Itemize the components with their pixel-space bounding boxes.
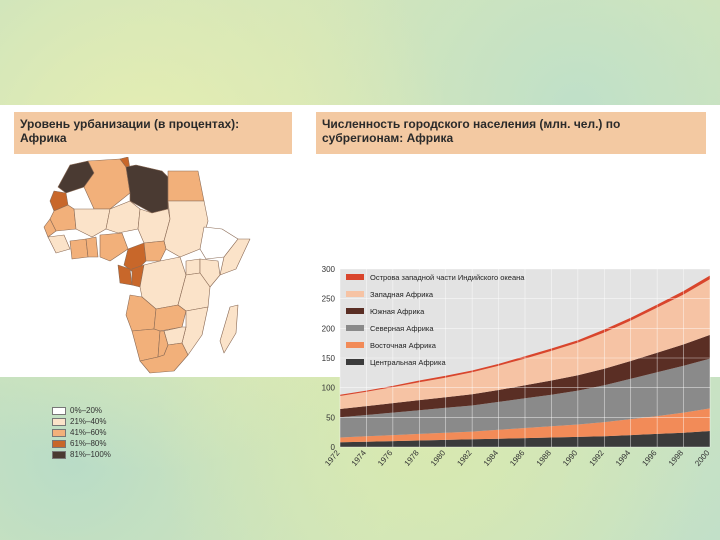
urban-population-chart: 0 50 100 150 200 250 300 1972 1974 1976 1978 1980 19… xyxy=(322,265,712,468)
x-tick-label: 1982 xyxy=(455,448,474,468)
region-mozambique xyxy=(181,306,209,356)
map-legend-item: 21%–40% xyxy=(52,416,111,427)
map-legend-label: 41%–60% xyxy=(70,428,107,437)
x-tick-label: 1980 xyxy=(429,448,448,468)
region-guinea xyxy=(47,234,71,254)
x-tick-label: 1994 xyxy=(614,448,633,468)
map-legend-label: 21%–40% xyxy=(70,417,107,426)
region-egypt xyxy=(167,170,205,202)
y-tick-label: 250 xyxy=(322,295,336,304)
map-legend-swatch xyxy=(52,406,66,415)
area-series xyxy=(340,408,710,443)
chart-title: Численность городского населения (млн. ч… xyxy=(316,112,706,154)
chart-legend-swatch xyxy=(346,359,364,365)
map-legend-label: 61%–80% xyxy=(70,439,107,448)
map-legend-label: 0%–20% xyxy=(70,406,103,415)
map-title: Уровень урбанизации (в процентах): Африк… xyxy=(14,112,292,154)
y-tick-label: 150 xyxy=(322,354,336,363)
x-tick-label: 1974 xyxy=(350,448,369,468)
y-tick-label: 300 xyxy=(322,265,336,274)
region-south-africa xyxy=(139,342,189,374)
map-legend-item: 41%–60% xyxy=(52,427,111,438)
x-tick-label: 1976 xyxy=(376,448,395,468)
x-tick-label: 1972 xyxy=(323,448,342,468)
map-legend: 0%–20% 21%–40% 41%–60% 61%–80% 81%–100% xyxy=(52,405,111,460)
chart-legend-label: Центральная Африка xyxy=(370,358,446,367)
map-legend-item: 61%–80% xyxy=(52,438,111,449)
map-legend-swatch xyxy=(52,439,66,448)
region-ivory-coast xyxy=(69,238,89,260)
region-ghana xyxy=(85,236,99,258)
x-tick-label: 1984 xyxy=(482,448,501,468)
x-tick-label: 1986 xyxy=(508,448,527,468)
region-mali xyxy=(73,208,111,238)
region-nigeria xyxy=(99,232,129,262)
region-car xyxy=(143,240,167,262)
map-legend-item: 81%–100% xyxy=(52,449,111,460)
region-madagascar xyxy=(219,304,239,354)
x-tick-label: 2000 xyxy=(693,448,712,468)
chart-legend-swatch xyxy=(346,274,364,280)
region-uganda xyxy=(185,258,201,276)
x-tick-label: 1990 xyxy=(561,448,580,468)
africa-map xyxy=(43,157,251,374)
map-legend-swatch xyxy=(52,450,66,459)
chart-legend-swatch xyxy=(346,291,364,297)
map-legend-swatch xyxy=(52,428,66,437)
x-tick-label: 1996 xyxy=(640,448,659,468)
region-namibia xyxy=(131,328,161,362)
map-legend-item: 0%–20% xyxy=(52,405,111,416)
chart-legend-swatch xyxy=(346,325,364,331)
map-legend-swatch xyxy=(52,417,66,426)
chart-legend-label: Восточная Африка xyxy=(370,341,437,350)
x-tick-label: 1978 xyxy=(402,448,421,468)
y-tick-label: 200 xyxy=(322,324,336,333)
x-tick-label: 1992 xyxy=(587,448,606,468)
chart-legend-label: Западная Африка xyxy=(370,290,434,299)
map-legend-label: 81%–100% xyxy=(70,450,111,459)
y-tick-label: 100 xyxy=(322,384,336,393)
area-series xyxy=(340,358,710,438)
content-panel: Уровень урбанизации (в процентах): Африк… xyxy=(0,105,720,468)
x-tick-label: 1988 xyxy=(535,448,554,468)
chart-legend-label: Южная Африка xyxy=(370,307,425,316)
region-algeria xyxy=(83,158,131,210)
x-tick-label: 1998 xyxy=(667,448,686,468)
chart-legend-swatch xyxy=(346,342,364,348)
chart-legend-label: Северная Африка xyxy=(370,324,434,333)
chart-legend-label: Острова западной части Индийского океана xyxy=(370,273,525,282)
y-tick-label: 0 xyxy=(331,443,336,452)
region-somalia xyxy=(219,238,251,276)
area-series xyxy=(340,334,710,418)
y-tick-label: 50 xyxy=(326,413,335,422)
chart-legend-swatch xyxy=(346,308,364,314)
